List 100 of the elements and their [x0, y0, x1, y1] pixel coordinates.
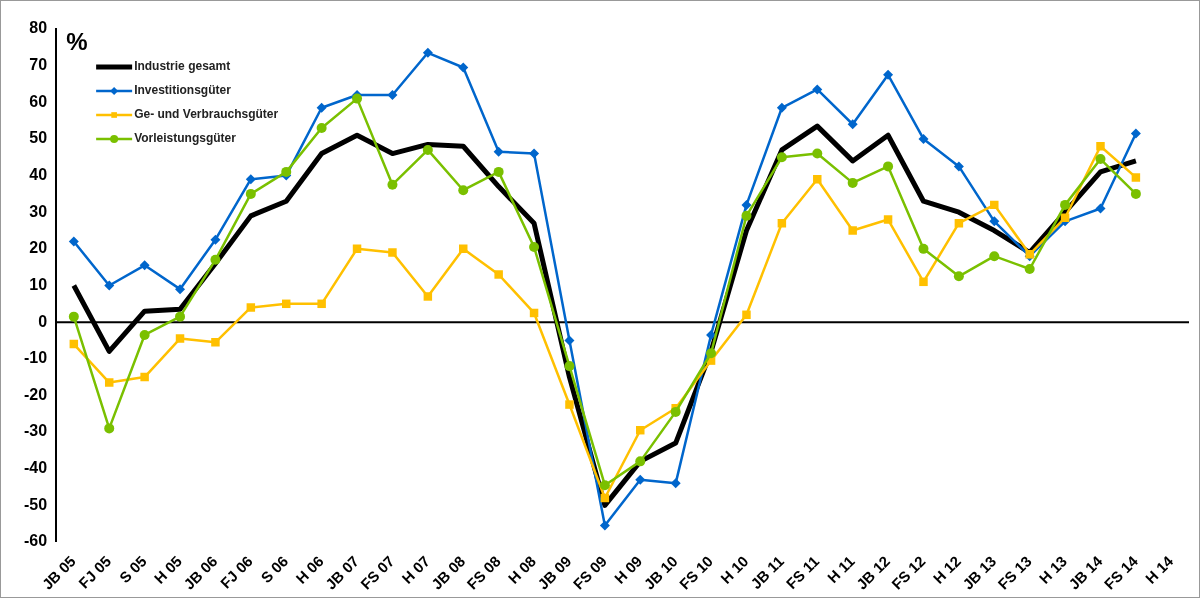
point	[317, 299, 326, 309]
point	[245, 174, 256, 185]
point	[635, 456, 646, 467]
point	[848, 226, 857, 235]
point	[564, 335, 575, 346]
point	[210, 254, 221, 265]
point	[564, 361, 575, 372]
point	[1060, 199, 1071, 210]
point	[776, 102, 787, 113]
point	[636, 425, 645, 435]
point	[529, 242, 540, 253]
x-tick-label: H 05	[150, 552, 186, 587]
point	[883, 161, 894, 172]
x-tick-label: H 14	[1141, 551, 1177, 587]
point	[104, 423, 115, 434]
y-tick-label: -30	[24, 422, 48, 440]
y-tick-label: 30	[29, 202, 48, 220]
point	[68, 236, 79, 247]
point	[352, 93, 363, 104]
point	[1130, 188, 1141, 199]
point	[1096, 142, 1105, 151]
point	[635, 474, 646, 485]
point	[493, 166, 504, 177]
point	[742, 310, 751, 320]
point	[599, 480, 610, 491]
y-tick-label: 20	[29, 239, 48, 257]
point	[104, 378, 114, 387]
point	[104, 280, 115, 291]
point	[529, 148, 540, 159]
point	[494, 270, 503, 279]
point	[246, 303, 256, 312]
point	[210, 234, 221, 245]
point	[812, 148, 823, 159]
point	[813, 174, 822, 184]
point	[1131, 173, 1141, 182]
point	[175, 334, 185, 343]
legend-label: Vorleistungsgüter	[134, 131, 237, 146]
point	[989, 251, 1000, 262]
point	[139, 260, 150, 271]
legend-label: Industrie gesamt	[134, 59, 231, 74]
point	[1095, 154, 1106, 165]
point	[387, 89, 398, 100]
point	[140, 372, 149, 382]
point	[847, 119, 858, 130]
y-tick-label: -20	[24, 385, 48, 403]
point	[670, 478, 681, 489]
point	[741, 210, 752, 221]
point	[458, 62, 469, 73]
point	[316, 102, 327, 113]
point	[989, 216, 1000, 227]
point	[387, 179, 398, 190]
point	[599, 520, 610, 531]
point	[918, 243, 929, 254]
point	[68, 311, 79, 322]
point	[670, 406, 681, 417]
point	[776, 152, 787, 163]
y-tick-label: 40	[29, 165, 48, 183]
point	[1130, 128, 1141, 139]
point	[422, 47, 433, 58]
point	[1024, 264, 1035, 274]
point	[1060, 213, 1070, 222]
point	[990, 200, 999, 210]
point	[175, 284, 186, 295]
y-tick-label: -50	[24, 495, 48, 513]
point	[245, 188, 256, 199]
point	[883, 215, 893, 224]
y-tick-label: 50	[29, 129, 48, 147]
y-tick-label: 0	[38, 312, 48, 330]
point	[847, 177, 858, 188]
point	[139, 329, 150, 340]
point	[211, 338, 220, 347]
point	[953, 271, 964, 282]
y-tick-label: 80	[29, 19, 48, 37]
point	[953, 161, 964, 172]
point	[493, 146, 504, 157]
x-tick-label: FJ 06	[216, 552, 256, 592]
point	[565, 400, 574, 409]
x-tick-label: H 13	[1035, 552, 1071, 587]
point	[316, 122, 327, 133]
point	[812, 84, 823, 95]
point	[883, 69, 894, 80]
point	[458, 185, 469, 196]
y-tick-label: -10	[24, 349, 48, 367]
y-tick-label: 60	[29, 92, 48, 110]
point	[918, 133, 929, 144]
x-tick-label: S 05	[115, 552, 150, 587]
point	[423, 292, 433, 301]
point	[919, 277, 928, 287]
x-tick-label: FS 07	[357, 552, 398, 593]
point	[422, 144, 433, 155]
y-axis-title: %	[66, 27, 88, 55]
y-tick-label: -40	[24, 459, 48, 477]
legend-label: Ge- und Verbrauchsgüter	[134, 107, 279, 122]
y-tick-label: 70	[29, 56, 48, 74]
y-tick-label: -60	[24, 532, 48, 550]
point	[175, 311, 186, 322]
point	[388, 248, 397, 257]
x-tick-label: H 06	[292, 552, 327, 587]
x-tick-label: H 11	[823, 552, 858, 587]
point	[706, 348, 717, 359]
